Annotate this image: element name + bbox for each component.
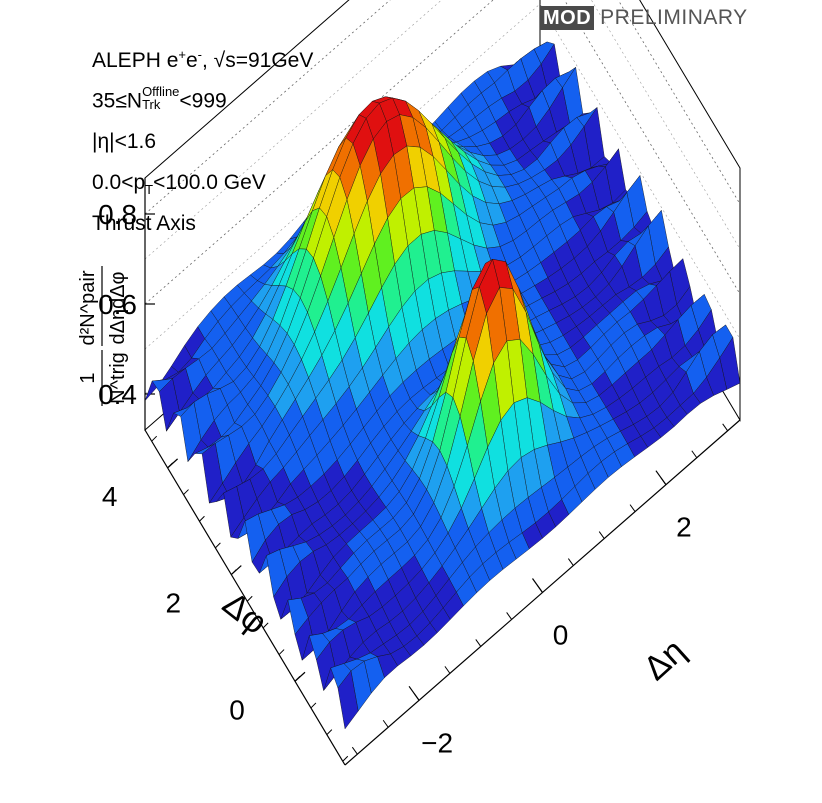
- deta-axis-title: Δη: [636, 632, 692, 688]
- surface-mesh: [144, 41, 741, 730]
- z-tick-label: 0.6: [98, 289, 137, 320]
- deta-minor-tick: [629, 504, 636, 512]
- label-thrust-axis: Thrust Axis: [92, 212, 196, 235]
- deta-tick-label: 2: [676, 512, 692, 543]
- z-axis-title: 1 N^trig d²N^pair dΔηdΔφ: [77, 266, 129, 406]
- deta-minor-tick: [444, 666, 451, 674]
- mod-logo: MOD: [540, 6, 595, 30]
- dphi-minor-tick: [199, 515, 205, 522]
- deta-minor-tick: [660, 477, 667, 485]
- deta-minor-tick: [413, 693, 420, 701]
- z-tick-label: 0.4: [98, 379, 137, 410]
- deta-minor-tick: [598, 531, 605, 539]
- deta-tick-label: 0: [553, 620, 569, 651]
- dphi-tick-label: 2: [166, 588, 182, 619]
- label-multiplicity: 35≤N Offline Trk <999: [92, 84, 227, 113]
- dphi-axis-line: [144, 429, 346, 766]
- z-title-prefix-num: 1: [77, 372, 99, 383]
- dphi-minor-tick: [262, 622, 269, 629]
- deta-minor-tick: [537, 585, 543, 593]
- label-eta-cut: |η|<1.6: [92, 130, 157, 153]
- dphi-minor-tick: [310, 702, 317, 709]
- dphi-minor-tick: [342, 755, 349, 762]
- z-title-num: d²N^pair: [77, 270, 99, 345]
- dphi-minor-tick: [151, 435, 158, 442]
- deta-minor-tick: [475, 639, 482, 647]
- dphi-minor-tick: [167, 462, 173, 469]
- deta-tick-label: −2: [421, 727, 453, 758]
- z-title-prefix-den: N^trig: [107, 352, 129, 404]
- deta-minor-tick: [506, 612, 513, 620]
- deta-minor-tick: [722, 423, 729, 432]
- deta-minor-tick: [691, 450, 698, 459]
- dphi-minor-tick: [230, 569, 237, 575]
- deta-minor-tick: [351, 746, 358, 755]
- dphi-minor-tick: [246, 595, 253, 602]
- dphi-minor-tick: [215, 542, 221, 549]
- dphi-minor-tick: [278, 649, 285, 655]
- dphi-axis-title: Δφ: [215, 585, 274, 643]
- dphi-minor-tick: [326, 729, 333, 735]
- surface-cell: [337, 670, 359, 730]
- dphi-minor-tick: [183, 489, 189, 495]
- dphi-tick-label: 0: [229, 694, 245, 725]
- deta-minor-tick: [382, 719, 389, 728]
- preliminary-label: PRELIMINARY: [600, 6, 748, 29]
- mod-preliminary-badge: MOD PRELIMINARY: [540, 5, 748, 31]
- label-pt-cut: 0.0<pT<100.0 GeV: [92, 171, 266, 198]
- label-experiment: ALEPH e+e-, √s=91GeV: [92, 47, 314, 72]
- dphi-tick-label: 4: [102, 481, 118, 512]
- deta-minor-tick: [567, 558, 574, 566]
- z-tick-label: 0.8: [98, 199, 137, 230]
- z-title-den: dΔηdΔφ: [107, 271, 129, 344]
- dphi-minor-tick: [294, 675, 301, 682]
